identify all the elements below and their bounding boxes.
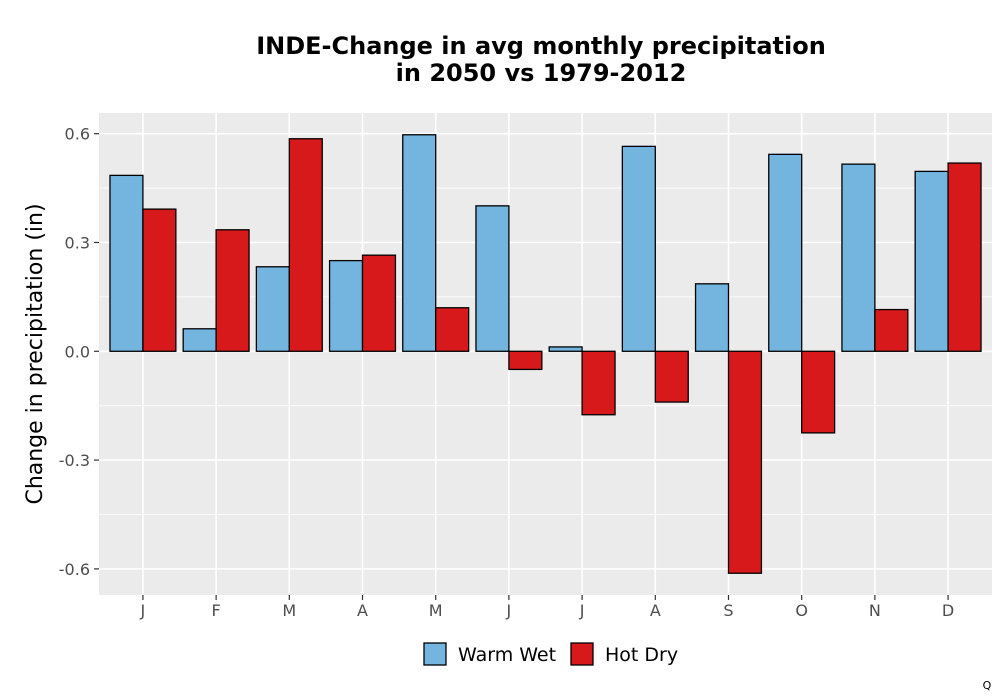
x-tick-label: J: [579, 601, 585, 620]
bar-hot-dry-10: [801, 350, 836, 434]
legend-key-warm-wet: [423, 642, 447, 666]
bar-warm-wet-1: [109, 174, 144, 352]
chart-title-line-1: INDE-Change in avg monthly precipitation: [256, 32, 826, 60]
bar-hot-dry-4: [361, 254, 397, 352]
bar-warm-wet-5: [402, 134, 437, 352]
bar-warm-wet-10: [768, 153, 803, 352]
y-tick-label: -0.3: [59, 451, 90, 470]
y-tick-label: 0.3: [65, 233, 90, 252]
y-tick-label: -0.6: [59, 560, 90, 579]
bar-hot-dry-11: [874, 308, 909, 352]
bar-hot-dry-7: [581, 350, 616, 416]
x-tick-label: F: [212, 601, 221, 620]
bar-warm-wet-12: [914, 170, 949, 352]
bar-warm-wet-2: [182, 328, 217, 352]
x-tick-label: D: [942, 601, 954, 620]
x-tick-label: A: [650, 601, 661, 620]
x-tick-label: J: [140, 601, 146, 620]
chart-title: INDE-Change in avg monthly precipitation…: [256, 32, 826, 87]
y-axis-title: Change in precipitation (in): [23, 203, 48, 504]
legend-key-hot-dry: [570, 642, 594, 666]
bar-warm-wet-4: [328, 259, 364, 352]
x-tick-label: O: [795, 601, 808, 620]
x-tick-label: M: [282, 601, 296, 620]
bars: [109, 134, 982, 574]
y-tick-label: 0.0: [65, 342, 90, 361]
x-tick-label: S: [723, 601, 733, 620]
bar-hot-dry-9: [727, 350, 763, 574]
legend-label-warm-wet: Warm Wet: [458, 644, 556, 666]
bar-warm-wet-3: [255, 266, 290, 352]
x-tick-label: N: [869, 601, 881, 620]
bar-warm-wet-7: [548, 346, 583, 352]
bar-hot-dry-12: [947, 162, 982, 352]
bar-hot-dry-3: [288, 138, 323, 352]
bar-warm-wet-8: [621, 145, 656, 352]
bar-hot-dry-2: [215, 229, 250, 352]
y-tick-label: 0.6: [65, 125, 90, 144]
y-axis-ticks: -0.6 -0.3 0.0 0.3 0.6: [59, 125, 99, 579]
x-tick-label: A: [357, 601, 368, 620]
bar-hot-dry-1: [142, 208, 177, 352]
bar-warm-wet-11: [841, 163, 876, 352]
chart-title-line-2: in 2050 vs 1979-2012: [396, 59, 687, 87]
bar-hot-dry-8: [654, 350, 689, 403]
x-tick-label: J: [506, 601, 512, 620]
legend: Warm Wet Hot Dry: [423, 642, 678, 666]
bar-hot-dry-6: [508, 350, 543, 371]
x-tick-label: M: [429, 601, 443, 620]
bar-hot-dry-5: [435, 307, 470, 352]
bar-warm-wet-6: [475, 205, 510, 352]
legend-label-hot-dry: Hot Dry: [605, 644, 678, 666]
bar-warm-wet-9: [694, 283, 730, 352]
corner-mark: Q: [983, 679, 992, 692]
